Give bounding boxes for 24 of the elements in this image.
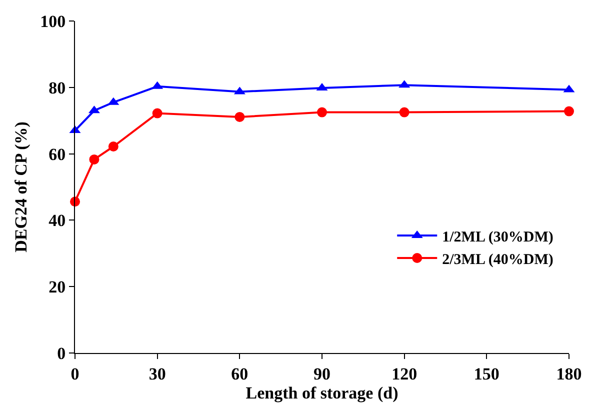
x-tick-label: 30 bbox=[148, 364, 166, 384]
point bbox=[152, 108, 162, 118]
point bbox=[234, 112, 245, 122]
point bbox=[564, 106, 574, 116]
x-tick-label: 90 bbox=[314, 364, 330, 384]
x-axis-title: Length of storage (d) bbox=[246, 383, 398, 402]
y-tick-label: 100 bbox=[40, 12, 66, 31]
point bbox=[89, 154, 100, 164]
point bbox=[108, 142, 118, 152]
x-tick-label: 150 bbox=[474, 364, 500, 384]
point bbox=[399, 107, 410, 118]
y-tick-label: 0 bbox=[57, 344, 66, 363]
y-tick-label: 40 bbox=[48, 211, 66, 230]
y-axis-title: DEG24 of CP (%) bbox=[12, 122, 31, 252]
x-tick-label: 60 bbox=[231, 364, 248, 384]
y-tick-label: 80 bbox=[48, 78, 66, 98]
legend-label: 1/2ML (30%DM) bbox=[442, 229, 554, 246]
y-tick-label: 60 bbox=[48, 144, 66, 164]
x-tick-label: 120 bbox=[392, 364, 418, 384]
y-tick-label: 20 bbox=[48, 278, 66, 297]
x-tick-label: 180 bbox=[556, 364, 582, 384]
point bbox=[317, 107, 327, 118]
x-tick-label: 0 bbox=[70, 364, 80, 384]
legend-label: 2/3ML (40%DM) bbox=[442, 252, 554, 268]
